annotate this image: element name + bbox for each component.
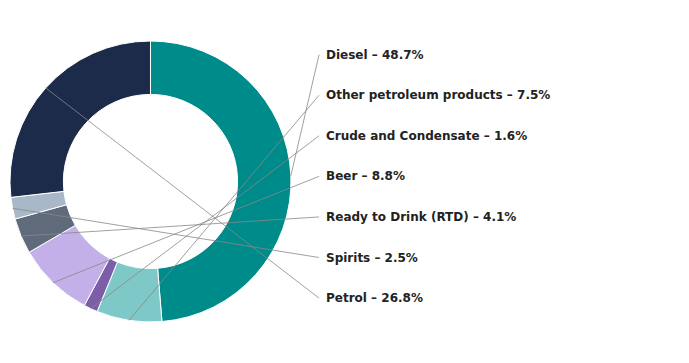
svg-text:Beer – 8.8%: Beer – 8.8% [326,169,405,183]
svg-text:Petrol – 26.8%: Petrol – 26.8% [326,291,423,305]
svg-text:Ready to Drink (RTD) – 4.1%: Ready to Drink (RTD) – 4.1% [326,210,516,224]
svg-text:Crude and Condensate – 1.6%: Crude and Condensate – 1.6% [326,129,527,143]
svg-text:Spirits – 2.5%: Spirits – 2.5% [326,251,418,265]
svg-text:Other petroleum products – 7.5: Other petroleum products – 7.5% [326,88,550,102]
svg-text:Diesel – 48.7%: Diesel – 48.7% [326,48,424,62]
